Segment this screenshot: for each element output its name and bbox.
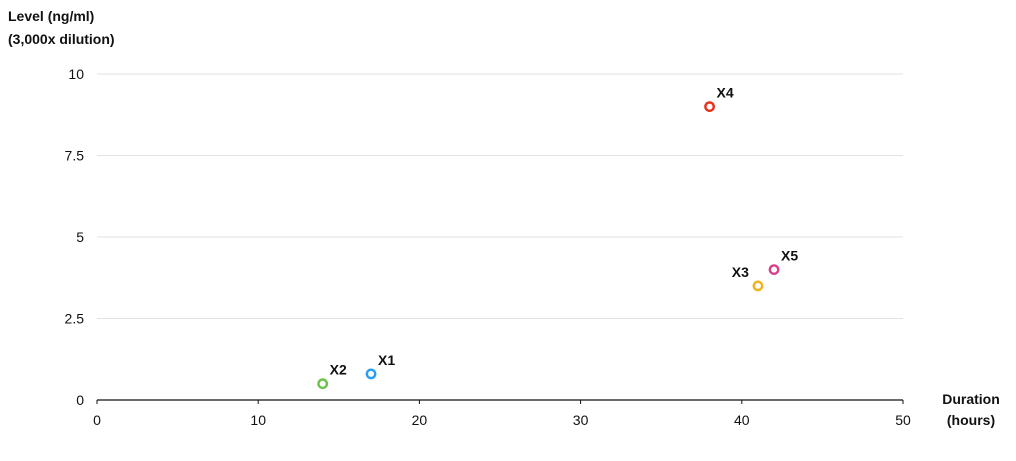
- x-tick-labels: 0 10 20 30 40 50: [93, 412, 911, 428]
- point-label-x2: X2: [330, 362, 347, 378]
- x-tick-label: 0: [93, 412, 101, 428]
- point-label-x1: X1: [378, 352, 395, 368]
- point-x4: [704, 101, 715, 113]
- point-label-x4: X4: [717, 85, 734, 101]
- data-points: X1 X2 X3 X4 X5: [317, 85, 798, 390]
- x-axis-title-line-2: (hours): [947, 412, 995, 428]
- y-tick-label: 2.5: [65, 311, 85, 327]
- gridlines: [97, 73, 903, 319]
- y-tick-label: 5: [76, 229, 84, 245]
- point-x2: [317, 378, 329, 390]
- y-axis-title: Level (ng/ml) (3,000x dilution): [8, 8, 115, 47]
- x-tick-label: 30: [573, 412, 589, 428]
- x-tick-label: 50: [895, 412, 911, 428]
- y-tick-label: 7.5: [65, 148, 85, 164]
- point-label-x5: X5: [781, 248, 798, 264]
- x-axis-title: Duration (hours): [942, 391, 1000, 428]
- point-x1: [365, 368, 377, 380]
- y-axis-title-line-1: Level (ng/ml): [8, 8, 94, 24]
- y-tick-label: 0: [76, 392, 84, 408]
- point-x3: [752, 280, 764, 292]
- y-axis-title-line-2: (3,000x dilution): [8, 31, 115, 47]
- x-tick-label: 10: [250, 412, 266, 428]
- point-label-x3: X3: [732, 264, 749, 280]
- y-tick-label: 10: [68, 66, 84, 82]
- point-x5: [768, 264, 780, 275]
- x-axis-title-line-1: Duration: [942, 391, 1000, 407]
- y-tick-labels: 0 2.5 5 7.5 10: [65, 66, 85, 408]
- x-tick-label: 40: [734, 412, 750, 428]
- axes: [96, 399, 904, 404]
- x-tick-label: 20: [412, 412, 428, 428]
